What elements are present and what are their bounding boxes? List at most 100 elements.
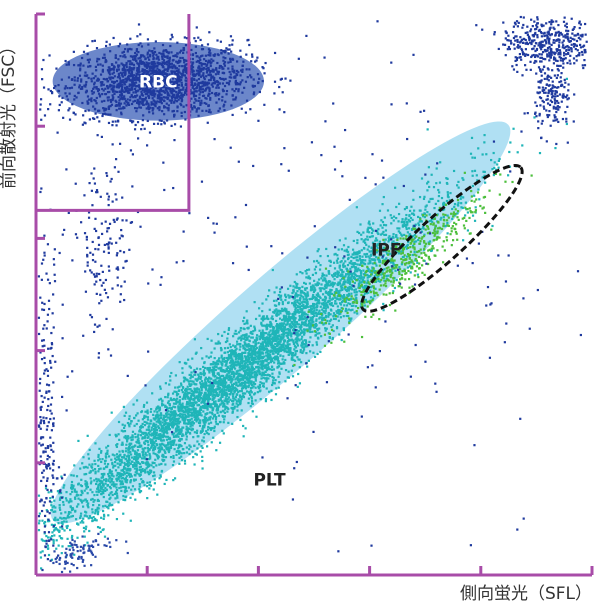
data-point (283, 348, 286, 351)
data-point (334, 317, 337, 321)
data-point (126, 90, 129, 93)
data-point (128, 475, 131, 478)
data-point (420, 230, 424, 233)
data-point (120, 461, 124, 464)
data-point (312, 320, 315, 323)
data-point (265, 380, 268, 383)
data-point (278, 371, 281, 374)
data-point (162, 61, 165, 65)
data-point (147, 450, 150, 453)
data-point (196, 429, 199, 432)
data-point (95, 480, 99, 483)
data-point (170, 101, 173, 104)
data-point (113, 75, 116, 78)
data-point (201, 406, 205, 409)
data-point (339, 312, 342, 315)
data-point (164, 68, 167, 71)
data-point (367, 222, 370, 225)
data-point (192, 84, 195, 88)
data-point (260, 357, 263, 360)
data-point (248, 43, 251, 47)
data-point (307, 323, 310, 326)
data-point (148, 111, 151, 114)
data-point (268, 333, 272, 337)
data-point (169, 85, 172, 88)
data-point (255, 346, 258, 350)
data-point (287, 294, 290, 297)
data-point (197, 114, 200, 117)
data-point (198, 391, 201, 394)
data-point (249, 405, 252, 408)
data-point (138, 65, 141, 68)
data-point (96, 60, 99, 63)
data-point (64, 92, 67, 95)
data-point (186, 418, 189, 422)
data-point (234, 398, 237, 401)
data-point (54, 85, 57, 88)
data-point (158, 91, 161, 94)
data-point (130, 69, 133, 72)
data-point (208, 87, 211, 90)
data-point (265, 315, 269, 318)
data-point (138, 488, 141, 491)
data-point (146, 56, 150, 59)
data-point (136, 445, 139, 448)
data-point (90, 517, 94, 520)
data-point (388, 252, 391, 255)
data-point (286, 287, 290, 290)
data-point (190, 77, 193, 81)
data-point (356, 241, 359, 245)
data-point (226, 410, 229, 413)
data-point (108, 66, 111, 69)
data-point (229, 57, 232, 60)
data-point (178, 77, 181, 80)
data-point (413, 233, 416, 237)
data-point (53, 499, 56, 502)
data-point (145, 66, 149, 69)
data-point (211, 68, 214, 71)
data-point (298, 358, 301, 361)
data-point (460, 206, 463, 209)
data-point (154, 93, 157, 96)
data-point (98, 467, 101, 471)
data-point (193, 368, 196, 372)
data-point (114, 104, 117, 108)
data-point (180, 114, 183, 118)
data-point (101, 68, 104, 71)
data-point (215, 86, 218, 89)
data-point (153, 425, 156, 428)
data-point (220, 374, 223, 378)
data-point (141, 98, 144, 102)
data-point (149, 72, 152, 75)
data-point (61, 523, 64, 526)
data-point (224, 408, 227, 411)
data-point (182, 434, 185, 437)
data-point (162, 70, 165, 73)
data-point (195, 110, 198, 113)
data-point (248, 350, 251, 353)
data-point (135, 48, 139, 51)
data-point (134, 498, 137, 501)
data-point (268, 308, 271, 311)
data-point (79, 67, 82, 70)
data-point (172, 54, 175, 58)
data-point (279, 294, 283, 297)
data-point (317, 248, 320, 251)
data-point (148, 69, 151, 72)
data-point (190, 375, 193, 378)
data-point (165, 438, 169, 441)
data-point (86, 485, 90, 489)
data-point (157, 455, 160, 459)
data-point (366, 248, 369, 251)
data-point (247, 360, 250, 363)
data-point (129, 55, 132, 58)
data-point (129, 496, 132, 499)
data-point (352, 256, 355, 260)
data-point (176, 52, 179, 55)
data-point (121, 80, 124, 84)
data-point (107, 507, 110, 510)
data-point (237, 390, 240, 394)
data-point (69, 511, 72, 514)
data-point (99, 530, 102, 534)
data-point (223, 376, 226, 379)
